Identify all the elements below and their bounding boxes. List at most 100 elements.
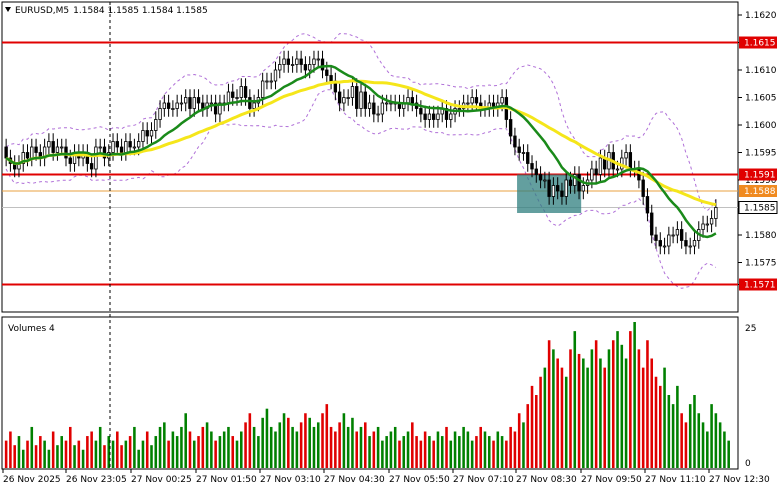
volume-bar (543, 367, 547, 468)
volume-bar (646, 340, 649, 468)
candle-body (427, 113, 432, 120)
time-tick-label: 27 Nov 08:30 (516, 475, 577, 485)
candle-body (645, 196, 650, 214)
volume-bar (98, 426, 102, 468)
volume-bar (573, 331, 577, 468)
volume-bar (180, 426, 183, 468)
volume-bar (479, 426, 482, 468)
candle-body (141, 130, 145, 142)
volume-bar (287, 417, 290, 468)
volume-bar (265, 408, 269, 468)
volume-bar (299, 422, 303, 468)
volume-bar (475, 436, 478, 468)
candle-body (303, 64, 308, 71)
volume-bar (334, 431, 337, 468)
time-tick-label: 27 Nov 05:50 (389, 475, 450, 485)
candle-body (543, 179, 547, 182)
volume-bar (359, 426, 363, 468)
volume-bar (321, 413, 324, 468)
candle-body (299, 58, 303, 65)
candle-body (551, 185, 556, 197)
volume-bar (599, 358, 602, 468)
candle-body (145, 130, 149, 137)
volume-bar (192, 440, 196, 468)
candle-body (47, 141, 51, 148)
triangle-down-icon[interactable] (5, 7, 11, 12)
candle-body (573, 174, 577, 186)
volume-bar (654, 376, 658, 468)
candle-body (367, 102, 372, 109)
volume-bar (376, 426, 380, 468)
candle-body (179, 102, 184, 105)
level-label: 1.1571 (744, 281, 776, 291)
volume-bar (141, 440, 145, 468)
volume-bar (564, 376, 568, 468)
volume-bar (641, 367, 645, 468)
volume-bar (128, 436, 132, 468)
candle-body (98, 146, 102, 149)
volume-bar (175, 436, 179, 468)
volume-bar (500, 436, 504, 468)
candle-body (568, 179, 573, 186)
volume-bar (77, 440, 81, 468)
volume-bar (4, 440, 8, 468)
candle-body (449, 113, 453, 120)
candle-body (555, 185, 560, 192)
volume-bar (231, 436, 235, 468)
volume-bar (535, 395, 538, 468)
candle-body (295, 58, 299, 65)
price-tick-label: 1.1580 (745, 231, 777, 241)
candle-body (171, 108, 175, 110)
volume-bar (577, 353, 581, 468)
volume-bar (406, 431, 410, 468)
volume-bar (51, 431, 55, 468)
volume-bar (680, 413, 683, 468)
volume-bar (158, 426, 162, 468)
candle-body (641, 179, 645, 197)
volume-bar (312, 426, 316, 468)
volume-tick-label: 25 (745, 324, 756, 334)
candle-body (598, 157, 603, 175)
volume-bar (86, 436, 89, 468)
volume-bar (594, 340, 598, 468)
volume-bar (90, 431, 93, 468)
candle-body (286, 58, 290, 65)
time-tick-label: 27 Nov 07:10 (453, 475, 514, 485)
volume-bar (701, 422, 705, 468)
volume-bar (505, 440, 508, 468)
level-label-box (739, 168, 777, 181)
candle-body (692, 240, 697, 247)
volume-bar (316, 422, 320, 468)
volume-bar (56, 445, 59, 468)
volume-bar (496, 431, 500, 468)
volume-bar (346, 426, 350, 468)
volume-bar (167, 440, 170, 468)
volume-bar (248, 413, 252, 468)
volume-bar (184, 413, 187, 468)
candle-body (308, 64, 312, 71)
volume-bar (107, 436, 111, 468)
volume-bar (415, 436, 418, 468)
candle-body (547, 179, 551, 197)
candle-body (508, 119, 513, 137)
volume-bar (432, 440, 435, 468)
volume-bar (385, 436, 388, 468)
candle-body (34, 146, 38, 153)
candles-group (4, 50, 718, 255)
candle-body (380, 102, 385, 115)
volume-bar (569, 349, 572, 468)
volume-bar (116, 431, 119, 468)
candle-body (21, 152, 25, 164)
candle-body (517, 146, 521, 153)
price-labels: 1.1615 1.1591 1.1571 1.1588 (739, 36, 777, 291)
volume-bar (381, 440, 384, 468)
volume-bar (633, 322, 636, 468)
volume-bar (124, 440, 128, 468)
volume-bar (637, 349, 641, 468)
candle-body (474, 97, 479, 104)
volume-bar (483, 431, 487, 468)
volume-bar (449, 440, 453, 468)
candle-body (273, 69, 278, 82)
